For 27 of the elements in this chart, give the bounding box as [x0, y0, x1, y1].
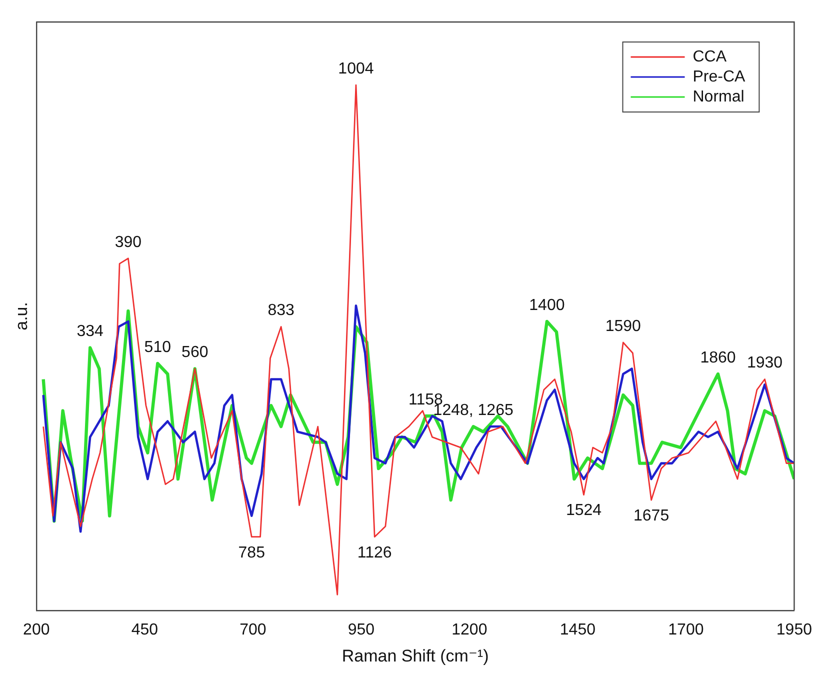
x-tick-label: 1450 — [560, 621, 596, 638]
annotation: 1675 — [634, 507, 670, 524]
x-tick-label: 1950 — [776, 621, 812, 638]
legend-label: Pre-CA — [692, 68, 746, 86]
legend-label: Normal — [692, 88, 744, 106]
annotation: 1004 — [338, 60, 374, 78]
x-tick-label: 950 — [348, 621, 375, 638]
annotation: 833 — [268, 302, 295, 320]
annotation: 510 — [144, 338, 172, 356]
annotation: 785 — [238, 544, 266, 562]
annotation: 1400 — [529, 296, 565, 314]
annotation: 1930 — [746, 354, 783, 372]
y-axis-title: a.u. — [12, 302, 31, 330]
annotation: 560 — [182, 344, 208, 362]
x-tick-label: 1200 — [452, 621, 488, 638]
legend-label: CCA — [692, 48, 727, 66]
x-tick-label: 200 — [23, 621, 50, 638]
annotation: 334 — [76, 323, 104, 340]
annotation: 1524 — [566, 502, 602, 520]
annotation: 1590 — [605, 318, 642, 335]
annotation: 1860 — [700, 349, 736, 366]
x-tick-label: 450 — [131, 621, 158, 638]
x-tick-label: 1700 — [668, 621, 704, 638]
x-tick-label: 700 — [240, 621, 266, 638]
annotation: 390 — [114, 234, 142, 251]
annotation: 1126 — [357, 544, 392, 562]
x-axis-title: Raman Shift (cm⁻¹) — [342, 646, 489, 666]
